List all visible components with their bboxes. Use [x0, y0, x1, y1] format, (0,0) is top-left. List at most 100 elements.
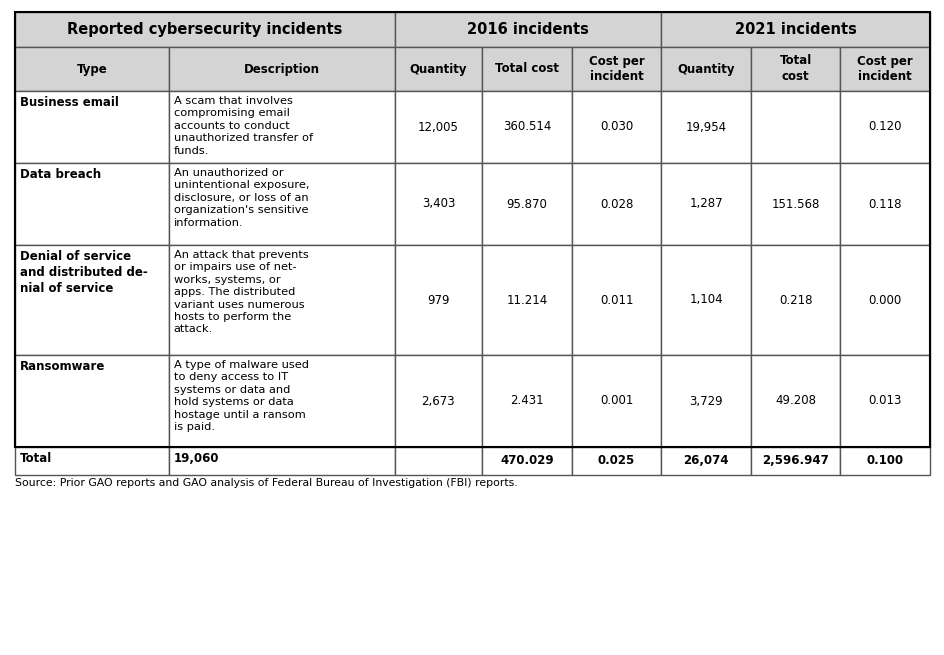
- Text: 0.011: 0.011: [599, 293, 632, 307]
- Bar: [15, 91, 169, 163]
- Bar: [661, 12, 929, 47]
- Bar: [481, 47, 571, 91]
- Bar: [169, 91, 395, 163]
- Bar: [661, 355, 750, 447]
- Bar: [661, 47, 750, 91]
- Text: 0.028: 0.028: [599, 198, 632, 210]
- Text: 0.030: 0.030: [599, 121, 632, 134]
- Bar: [15, 447, 169, 475]
- Text: 2,673: 2,673: [421, 394, 455, 407]
- Bar: [571, 245, 661, 355]
- Bar: [481, 163, 571, 245]
- Bar: [661, 163, 750, 245]
- Bar: [169, 447, 395, 475]
- Bar: [750, 245, 839, 355]
- Bar: [750, 47, 839, 91]
- Bar: [750, 163, 839, 245]
- Bar: [571, 447, 661, 475]
- Text: A type of malware used
to deny access to IT
systems or data and
hold systems or : A type of malware used to deny access to…: [174, 360, 309, 432]
- Text: 360.514: 360.514: [502, 121, 550, 134]
- Bar: [481, 163, 571, 245]
- Bar: [15, 355, 169, 447]
- Bar: [571, 447, 661, 475]
- Text: An unauthorized or
unintentional exposure,
disclosure, or loss of an
organizatio: An unauthorized or unintentional exposur…: [174, 168, 309, 227]
- Bar: [395, 447, 481, 475]
- Bar: [661, 12, 929, 47]
- Bar: [571, 91, 661, 163]
- Bar: [571, 91, 661, 163]
- Text: Data breach: Data breach: [20, 168, 101, 181]
- Text: Type: Type: [76, 62, 108, 75]
- Text: 2.431: 2.431: [510, 394, 543, 407]
- Text: 2021 incidents: 2021 incidents: [733, 22, 855, 37]
- Text: 0.013: 0.013: [868, 394, 901, 407]
- Text: Cost per
incident: Cost per incident: [856, 54, 912, 83]
- Bar: [571, 355, 661, 447]
- Bar: [571, 245, 661, 355]
- Text: 0.000: 0.000: [868, 293, 901, 307]
- Text: 0.001: 0.001: [599, 394, 632, 407]
- Bar: [15, 245, 169, 355]
- Bar: [169, 245, 395, 355]
- Bar: [839, 447, 929, 475]
- Bar: [481, 91, 571, 163]
- Bar: [571, 47, 661, 91]
- Bar: [395, 245, 481, 355]
- Bar: [839, 447, 929, 475]
- Bar: [15, 163, 169, 245]
- Bar: [839, 163, 929, 245]
- Bar: [839, 47, 929, 91]
- Text: A scam that involves
compromising email
accounts to conduct
unauthorized transfe: A scam that involves compromising email …: [174, 96, 312, 156]
- Bar: [571, 47, 661, 91]
- Bar: [661, 245, 750, 355]
- Bar: [15, 91, 169, 163]
- Text: 3,403: 3,403: [421, 198, 455, 210]
- Bar: [395, 47, 481, 91]
- Bar: [169, 245, 395, 355]
- Text: 470.029: 470.029: [499, 455, 553, 468]
- Text: Quantity: Quantity: [410, 62, 466, 75]
- Text: 49.208: 49.208: [774, 394, 816, 407]
- Bar: [571, 355, 661, 447]
- Text: Cost per
incident: Cost per incident: [588, 54, 644, 83]
- Bar: [395, 163, 481, 245]
- Bar: [750, 91, 839, 163]
- Bar: [169, 91, 395, 163]
- Bar: [481, 47, 571, 91]
- Text: 979: 979: [427, 293, 449, 307]
- Bar: [661, 355, 750, 447]
- Bar: [395, 245, 481, 355]
- Bar: [395, 447, 481, 475]
- Bar: [15, 12, 929, 447]
- Text: Total cost: Total cost: [495, 62, 559, 75]
- Text: 1,104: 1,104: [688, 293, 722, 307]
- Bar: [395, 12, 661, 47]
- Bar: [750, 91, 839, 163]
- Bar: [750, 447, 839, 475]
- Text: 0.100: 0.100: [866, 455, 902, 468]
- Bar: [169, 47, 395, 91]
- Text: Ransomware: Ransomware: [20, 360, 106, 373]
- Text: An attack that prevents
or impairs use of net-
works, systems, or
apps. The dist: An attack that prevents or impairs use o…: [174, 250, 309, 335]
- Text: 0.025: 0.025: [598, 455, 634, 468]
- Bar: [395, 163, 481, 245]
- Bar: [750, 355, 839, 447]
- Bar: [839, 355, 929, 447]
- Bar: [395, 355, 481, 447]
- Bar: [481, 91, 571, 163]
- Bar: [839, 163, 929, 245]
- Bar: [15, 12, 395, 47]
- Text: 0.120: 0.120: [868, 121, 901, 134]
- Bar: [169, 163, 395, 245]
- Bar: [481, 447, 571, 475]
- Bar: [571, 163, 661, 245]
- Bar: [661, 47, 750, 91]
- Bar: [839, 355, 929, 447]
- Text: Denial of service
and distributed de-
nial of service: Denial of service and distributed de- ni…: [20, 250, 147, 295]
- Bar: [661, 91, 750, 163]
- Text: 0.118: 0.118: [868, 198, 901, 210]
- Bar: [395, 91, 481, 163]
- Bar: [571, 163, 661, 245]
- Bar: [839, 91, 929, 163]
- Bar: [395, 47, 481, 91]
